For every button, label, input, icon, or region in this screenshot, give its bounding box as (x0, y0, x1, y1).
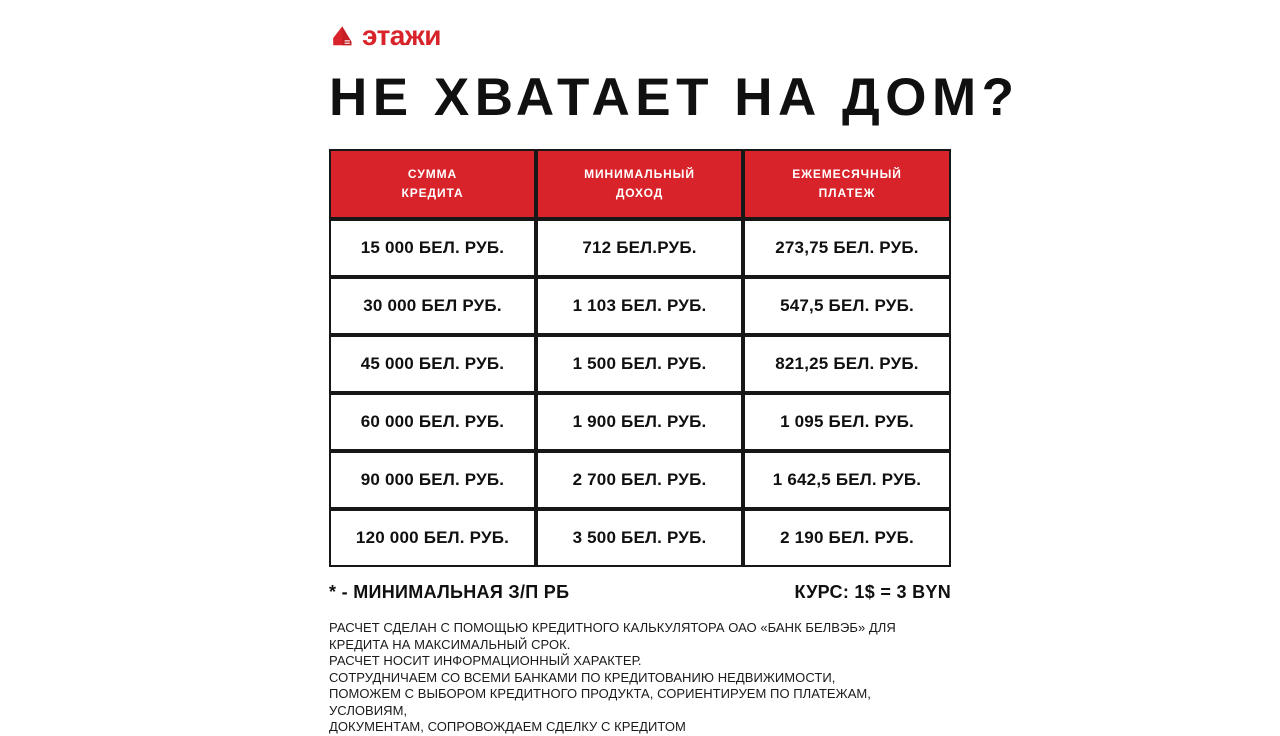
promo-page: этажи НЕ ХВАТАЕТ НА ДОМ? СУММА КРЕДИТА М… (329, 21, 1015, 734)
fineprint-line: КРЕДИТА НА МАКСИМАЛЬНЫЙ СРОК. (329, 636, 571, 652)
cell-loan-amount: 15 000 БЕЛ. РУБ. (329, 219, 536, 277)
building-icon (329, 23, 355, 49)
column-header-min-income: МИНИМАЛЬНЫЙ ДОХОД (536, 149, 743, 219)
credit-table: СУММА КРЕДИТА МИНИМАЛЬНЫЙ ДОХОД ЕЖЕМЕСЯЧ… (329, 149, 951, 567)
cell-min-income: 1 103 БЕЛ. РУБ. (536, 277, 743, 335)
cell-min-income: 712 БЕЛ.РУБ. (536, 219, 743, 277)
table-row: 15 000 БЕЛ. РУБ. 712 БЕЛ.РУБ. 273,75 БЕЛ… (329, 219, 951, 277)
fineprint-line: УСЛОВИЯМ, (329, 702, 408, 718)
brand-name: этажи (362, 20, 441, 51)
column-header-line1: ЕЖЕМЕСЯЧНЫЙ (792, 167, 902, 182)
brand-logo[interactable]: этажи (329, 0, 951, 53)
column-header-monthly-payment: ЕЖЕМЕСЯЧНЫЙ ПЛАТЕЖ (743, 149, 951, 219)
cell-min-income: 1 900 БЕЛ. РУБ. (536, 393, 743, 451)
table-row: 60 000 БЕЛ. РУБ. 1 900 БЕЛ. РУБ. 1 095 Б… (329, 393, 951, 451)
cell-loan-amount: 90 000 БЕЛ. РУБ. (329, 451, 536, 509)
page-title: НЕ ХВАТАЕТ НА ДОМ? (329, 68, 1020, 127)
cell-monthly-payment: 821,25 БЕЛ. РУБ. (743, 335, 951, 393)
fineprint-line: РАСЧЕТ СДЕЛАН С ПОМОЩЬЮ КРЕДИТНОГО КАЛЬК… (329, 620, 896, 635)
table-row: 45 000 БЕЛ. РУБ. 1 500 БЕЛ. РУБ. 821,25 … (329, 335, 951, 393)
fineprint-line: РАСЧЕТ НОСИТ ИНФОРМАЦИОННЫЙ ХАРАКТЕР. (329, 653, 642, 668)
fineprint-block: РАСЧЕТ СДЕЛАН С ПОМОЩЬЮ КРЕДИТНОГО КАЛЬК… (329, 620, 951, 736)
cell-loan-amount: 60 000 БЕЛ. РУБ. (329, 393, 536, 451)
cell-monthly-payment: 1 095 БЕЛ. РУБ. (743, 393, 951, 451)
notes-row: * - МИНИМАЛЬНАЯ З/П РБ КУРС: 1$ = 3 BYN (329, 582, 951, 603)
fineprint-line: ДОКУМЕНТАМ, СОПРОВОЖДАЕМ СДЕЛКУ С КРЕДИТ… (329, 719, 686, 734)
cell-loan-amount: 45 000 БЕЛ. РУБ. (329, 335, 536, 393)
column-header-line1: МИНИМАЛЬНЫЙ (584, 167, 695, 182)
column-header-line2: ДОХОД (615, 186, 664, 200)
cell-min-income: 2 700 БЕЛ. РУБ. (536, 451, 743, 509)
column-header-line2: ПЛАТЕЖ (818, 186, 876, 200)
cell-monthly-payment: 2 190 БЕЛ. РУБ. (743, 509, 951, 567)
fineprint-line: СОТРУДНИЧАЕМ СО ВСЕМИ БАНКАМИ ПО КРЕДИТО… (329, 669, 836, 685)
fineprint-line: ПОМОЖЕМ С ВЫБОРОМ КРЕДИТНОГО ПРОДУКТА, С… (329, 686, 871, 701)
cell-monthly-payment: 273,75 БЕЛ. РУБ. (743, 219, 951, 277)
table-row: 30 000 БЕЛ РУБ. 1 103 БЕЛ. РУБ. 547,5 БЕ… (329, 277, 951, 335)
table-row: 90 000 БЕЛ. РУБ. 2 700 БЕЛ. РУБ. 1 642,5… (329, 451, 951, 509)
cell-loan-amount: 30 000 БЕЛ РУБ. (329, 277, 536, 335)
column-header-line2: КРЕДИТА (401, 186, 464, 200)
content-column: этажи НЕ ХВАТАЕТ НА ДОМ? СУММА КРЕДИТА М… (329, 0, 1020, 736)
column-header-line1: СУММА (407, 167, 458, 182)
cell-min-income: 3 500 БЕЛ. РУБ. (536, 509, 743, 567)
exchange-rate-note: КУРС: 1$ = 3 BYN (794, 582, 951, 602)
table-row: 120 000 БЕЛ. РУБ. 3 500 БЕЛ. РУБ. 2 190 … (329, 509, 951, 567)
cell-min-income: 1 500 БЕЛ. РУБ. (536, 335, 743, 393)
cell-monthly-payment: 547,5 БЕЛ. РУБ. (743, 277, 951, 335)
cell-loan-amount: 120 000 БЕЛ. РУБ. (329, 509, 536, 567)
cell-monthly-payment: 1 642,5 БЕЛ. РУБ. (743, 451, 951, 509)
table-header-row: СУММА КРЕДИТА МИНИМАЛЬНЫЙ ДОХОД ЕЖЕМЕСЯЧ… (329, 149, 951, 219)
column-header-loan-amount: СУММА КРЕДИТА (329, 149, 536, 219)
min-salary-note: * - МИНИМАЛЬНАЯ З/П РБ (329, 582, 570, 602)
